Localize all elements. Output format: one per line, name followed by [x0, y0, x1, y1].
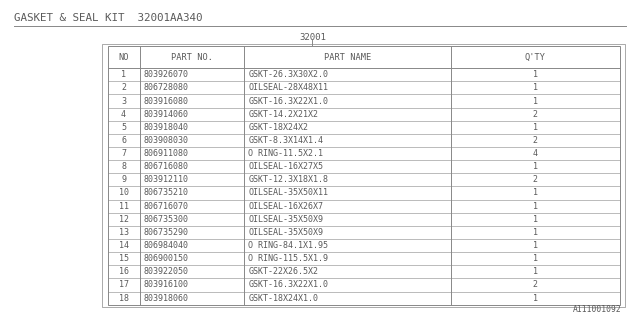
Text: 803916100: 803916100 [143, 280, 188, 289]
Bar [102, 44, 625, 307]
Text: 1: 1 [533, 254, 538, 263]
Text: 2: 2 [533, 280, 538, 289]
Text: 806984040: 806984040 [143, 241, 188, 250]
Text: OILSEAL-35X50X11: OILSEAL-35X50X11 [248, 188, 328, 197]
Text: A111001092: A111001092 [573, 305, 622, 314]
Text: 16: 16 [118, 267, 129, 276]
Text: 1: 1 [533, 215, 538, 224]
Text: O RING-84.1X1.95: O RING-84.1X1.95 [248, 241, 328, 250]
Text: 1: 1 [533, 241, 538, 250]
Text: 806735210: 806735210 [143, 188, 188, 197]
Text: 1: 1 [533, 70, 538, 79]
Text: 4: 4 [533, 149, 538, 158]
Text: GSKT-18X24X2: GSKT-18X24X2 [248, 123, 308, 132]
Text: 1: 1 [533, 84, 538, 92]
Text: OILSEAL-16X26X7: OILSEAL-16X26X7 [248, 202, 323, 211]
Text: 1: 1 [533, 293, 538, 303]
Text: GSKT-14.2X21X2: GSKT-14.2X21X2 [248, 110, 318, 119]
Text: 806735300: 806735300 [143, 215, 188, 224]
Text: 1: 1 [533, 228, 538, 237]
Text: 5: 5 [121, 123, 126, 132]
Text: 1: 1 [121, 70, 126, 79]
Text: 9: 9 [121, 175, 126, 184]
Text: 803912110: 803912110 [143, 175, 188, 184]
Text: GSKT-22X26.5X2: GSKT-22X26.5X2 [248, 267, 318, 276]
Text: GSKT-12.3X18X1.8: GSKT-12.3X18X1.8 [248, 175, 328, 184]
Text: PART NO.: PART NO. [171, 53, 213, 62]
Text: 1: 1 [533, 97, 538, 106]
Text: 1: 1 [533, 123, 538, 132]
Text: 803926070: 803926070 [143, 70, 188, 79]
Text: GSKT-18X24X1.0: GSKT-18X24X1.0 [248, 293, 318, 303]
Text: 803908030: 803908030 [143, 136, 188, 145]
Bar [108, 46, 620, 305]
Text: 15: 15 [118, 254, 129, 263]
Text: 11: 11 [118, 202, 129, 211]
Text: OILSEAL-35X50X9: OILSEAL-35X50X9 [248, 228, 323, 237]
Text: 2: 2 [121, 84, 126, 92]
Text: 1: 1 [533, 202, 538, 211]
Text: 13: 13 [118, 228, 129, 237]
Text: 7: 7 [121, 149, 126, 158]
Text: 806900150: 806900150 [143, 254, 188, 263]
Text: 8: 8 [121, 162, 126, 171]
Text: O RING-115.5X1.9: O RING-115.5X1.9 [248, 254, 328, 263]
Text: 3: 3 [121, 97, 126, 106]
Text: PART NAME: PART NAME [324, 53, 371, 62]
Text: NO: NO [118, 53, 129, 62]
Text: GSKT-16.3X22X1.0: GSKT-16.3X22X1.0 [248, 97, 328, 106]
Text: 1: 1 [533, 188, 538, 197]
Text: 14: 14 [118, 241, 129, 250]
Text: GASKET & SEAL KIT  32001AA340: GASKET & SEAL KIT 32001AA340 [14, 13, 203, 23]
Text: O RING-11.5X2.1: O RING-11.5X2.1 [248, 149, 323, 158]
Text: 4: 4 [121, 110, 126, 119]
Text: 1: 1 [533, 267, 538, 276]
Text: 803914060: 803914060 [143, 110, 188, 119]
Text: Q'TY: Q'TY [525, 53, 546, 62]
Text: GSKT-8.3X14X1.4: GSKT-8.3X14X1.4 [248, 136, 323, 145]
Text: 2: 2 [533, 175, 538, 184]
Text: 806716080: 806716080 [143, 162, 188, 171]
Text: 6: 6 [121, 136, 126, 145]
Text: GSKT-26.3X30X2.0: GSKT-26.3X30X2.0 [248, 70, 328, 79]
Text: 10: 10 [118, 188, 129, 197]
Text: 2: 2 [533, 136, 538, 145]
Text: 803918060: 803918060 [143, 293, 188, 303]
Text: 32001: 32001 [299, 33, 326, 42]
Text: 803922050: 803922050 [143, 267, 188, 276]
Text: 806735290: 806735290 [143, 228, 188, 237]
Text: OILSEAL-16X27X5: OILSEAL-16X27X5 [248, 162, 323, 171]
Text: 806911080: 806911080 [143, 149, 188, 158]
Text: 1: 1 [533, 162, 538, 171]
Text: OILSEAL-35X50X9: OILSEAL-35X50X9 [248, 215, 323, 224]
Text: 18: 18 [118, 293, 129, 303]
Text: OILSEAL-28X48X11: OILSEAL-28X48X11 [248, 84, 328, 92]
Text: 806716070: 806716070 [143, 202, 188, 211]
Text: 806728080: 806728080 [143, 84, 188, 92]
Text: GSKT-16.3X22X1.0: GSKT-16.3X22X1.0 [248, 280, 328, 289]
Text: 2: 2 [533, 110, 538, 119]
Text: 12: 12 [118, 215, 129, 224]
Text: 17: 17 [118, 280, 129, 289]
Text: 803916080: 803916080 [143, 97, 188, 106]
Text: 803918040: 803918040 [143, 123, 188, 132]
